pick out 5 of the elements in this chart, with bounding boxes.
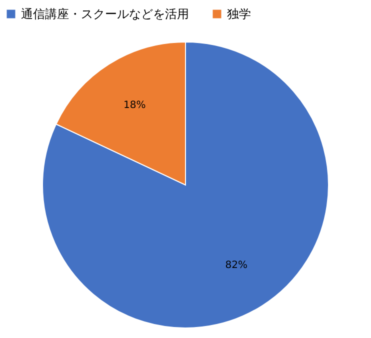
pie-slice xyxy=(42,42,329,328)
legend-label: 独学 xyxy=(227,7,251,21)
legend-label: 通信講座・スクールなどを活用 xyxy=(21,7,189,21)
data-label: 82% xyxy=(225,260,248,272)
data-label: 18% xyxy=(123,100,146,111)
